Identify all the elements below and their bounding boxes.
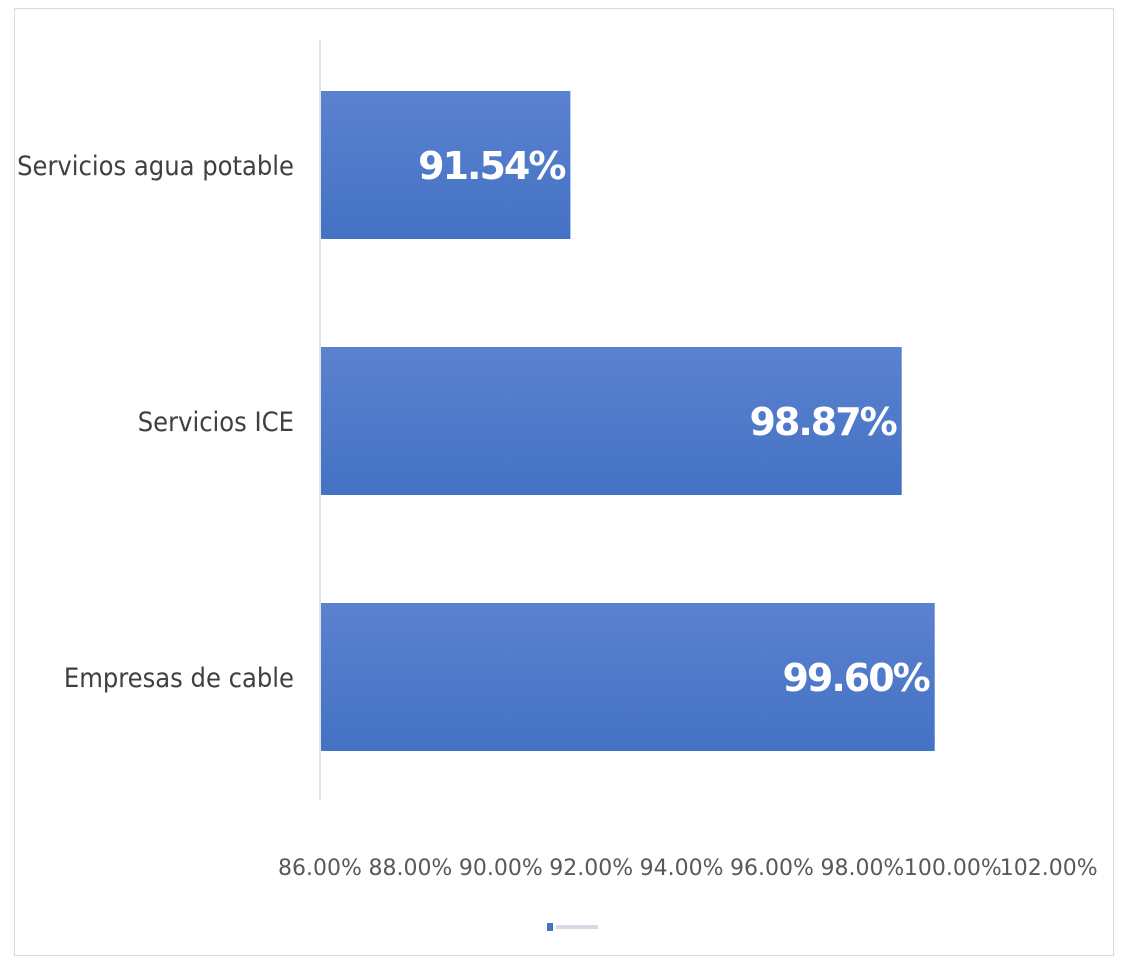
category-label: Servicios ICE [138,407,294,438]
bar-empresas-de-cable [321,603,935,751]
data-label: 98.87% [749,400,896,444]
x-tick-label: 94.00% [640,856,724,881]
x-tick-label: 102.00% [1000,856,1098,881]
category-label: Empresas de cable [64,663,294,694]
category-label: Servicios agua potable [17,151,294,182]
x-tick-label: 98.00% [820,856,904,881]
x-tick-label: 88.00% [368,856,452,881]
x-tick-label: 90.00% [459,856,543,881]
data-label: 99.60% [782,656,929,700]
data-label: 91.54% [418,144,565,188]
legend-swatch [547,923,553,931]
x-tick-label: 92.00% [549,856,633,881]
bar-servicios-agua-potable [321,91,571,239]
bar-servicios-ice [321,347,902,495]
x-tick-label: 86.00% [278,856,362,881]
legend-entry-text [556,925,598,929]
x-tick-label: 96.00% [730,856,814,881]
x-tick-label: 100.00% [904,856,1002,881]
